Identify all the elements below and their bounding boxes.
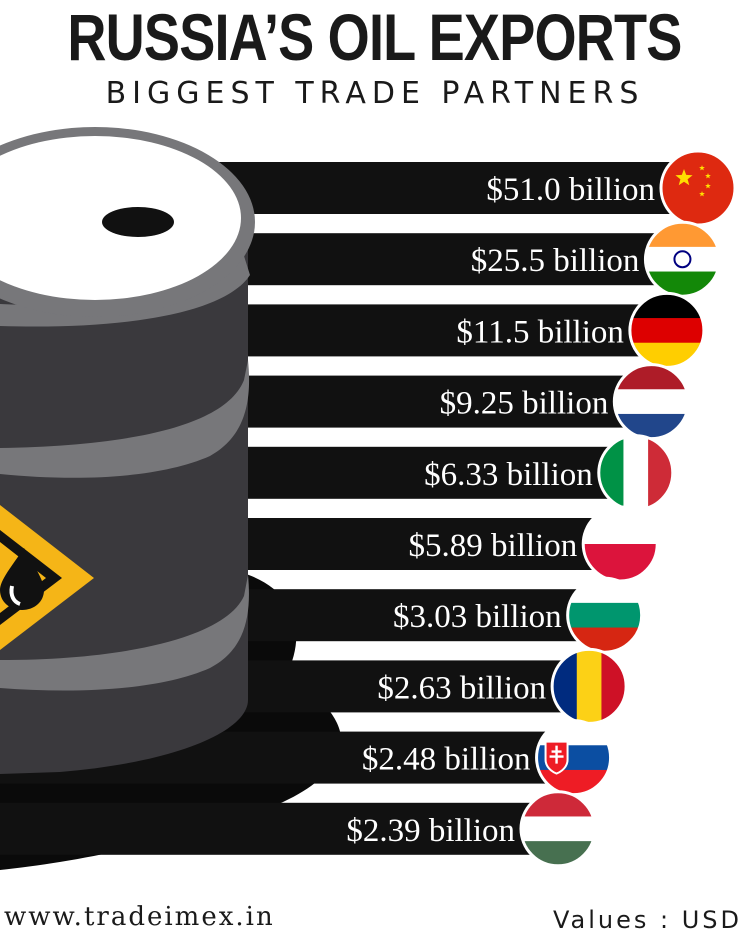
data-label: $51.0 billion: [486, 172, 655, 208]
data-label: $9.25 billion: [440, 386, 609, 422]
bar: [0, 802, 558, 855]
china-flag-icon: [659, 149, 737, 227]
netherlands-flag-icon: [612, 363, 690, 441]
flammable-sign-icon: [0, 505, 94, 650]
barrel-rim: [0, 360, 250, 478]
website-link[interactable]: www.tradeimex.in: [4, 902, 275, 932]
data-label: $2.63 billion: [377, 670, 546, 706]
data-label: $25.5 billion: [471, 243, 640, 279]
unit-note: Values : USD: [552, 906, 742, 934]
barrel-cap-icon: [102, 207, 174, 237]
data-label: $3.03 billion: [393, 599, 562, 635]
bulgaria-flag-icon: [566, 576, 644, 654]
data-label: $5.89 billion: [409, 528, 578, 564]
germany-flag-icon: [628, 291, 706, 369]
italy-flag-icon: [597, 434, 675, 512]
chart: $51.0 billion $25.5 billion $11.5 billion $…: [0, 127, 737, 870]
oil-barrel-icon: [0, 127, 255, 774]
hungary-flag-icon: [519, 790, 597, 868]
romania-flag-icon: [550, 647, 628, 725]
data-label: $6.33 billion: [424, 457, 593, 493]
data-label: $2.48 billion: [362, 742, 531, 778]
poland-flag-icon: [581, 505, 659, 583]
data-label: $2.39 billion: [346, 813, 515, 849]
india-flag-icon: [643, 220, 721, 298]
page-title: RUSSIA’S OIL EXPORTS: [67, 0, 682, 74]
data-label: $11.5 billion: [456, 314, 623, 350]
barrel-body: [0, 222, 248, 774]
page-subtitle: BIGGEST TRADE PARTNERS: [105, 76, 645, 111]
slovakia-flag-icon: [535, 719, 613, 797]
barrel-rim: [0, 575, 249, 691]
